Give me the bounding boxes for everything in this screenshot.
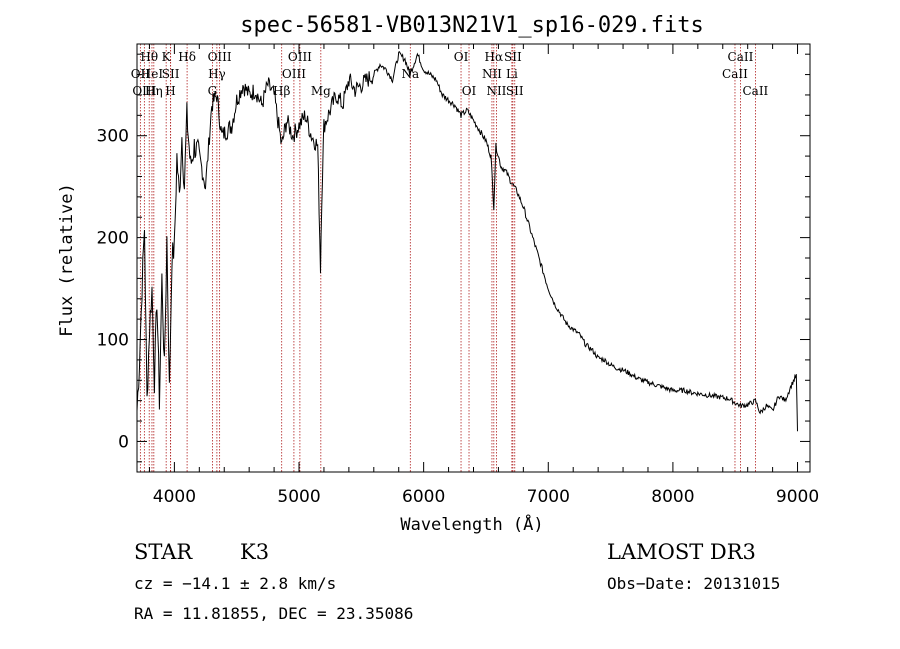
- redshift-cz: cz = −14.1 ± 2.8 km/s: [134, 574, 337, 593]
- y-tick-label: 300: [97, 127, 129, 147]
- line-label: Hθ: [140, 50, 158, 64]
- object-class: STAR: [134, 540, 193, 564]
- y-tick-label: 0: [118, 432, 129, 452]
- line-label: G: [208, 84, 218, 98]
- survey-name: LAMOST DR3: [607, 540, 756, 564]
- line-label: Hγ: [208, 67, 226, 81]
- line-label: OIII: [208, 50, 232, 64]
- y-axis-label: Flux (relative): [57, 183, 77, 337]
- x-tick-label: 4000: [153, 487, 196, 507]
- observation-date: Obs−Date: 20131015: [607, 574, 781, 593]
- chart-title: spec-56581-VB013N21V1_sp16-029.fits: [240, 13, 704, 38]
- line-label: Hδ: [178, 50, 196, 64]
- line-label: CaII: [728, 50, 754, 64]
- x-tick-label: 5000: [277, 487, 320, 507]
- plot-frame: [136, 43, 811, 473]
- line-label: Hα: [485, 50, 504, 64]
- line-label: OIII: [288, 50, 312, 64]
- spectrum-line: [136, 51, 798, 432]
- y-tick-label: 200: [97, 229, 129, 249]
- x-tick-label: 6000: [402, 487, 445, 507]
- x-tick-label: 8000: [651, 487, 694, 507]
- line-label: OIII: [282, 67, 306, 81]
- line-label: OI: [462, 84, 477, 98]
- x-tick-label: 9000: [776, 487, 819, 507]
- line-label: SII: [504, 50, 522, 64]
- line-label: Li: [506, 67, 518, 81]
- x-axis-ticks: 4000 5000 6000 7000 8000 9000: [148, 44, 819, 507]
- line-label: OII: [131, 67, 151, 81]
- y-tick-label: 100: [97, 331, 129, 351]
- line-label: Hβ: [273, 84, 290, 98]
- line-label: K: [162, 50, 172, 64]
- x-tick-label: 7000: [527, 487, 570, 507]
- line-label: NII: [486, 84, 506, 98]
- line-label: OI: [454, 50, 469, 64]
- line-label: Mg: [311, 84, 331, 98]
- line-label: H: [165, 84, 175, 98]
- ra-dec-coordinates: RA = 11.81855, DEC = 23.35086: [134, 604, 414, 623]
- line-label: SII: [506, 84, 524, 98]
- x-axis-label: Wavelength (Å): [400, 513, 543, 535]
- line-label: Hη: [145, 84, 163, 98]
- line-label: HeI: [141, 67, 164, 81]
- line-label: CaII: [722, 67, 748, 81]
- object-subclass: K3: [240, 540, 270, 564]
- line-label: CaII: [742, 84, 768, 98]
- line-markers: [139, 44, 756, 472]
- y-axis-ticks: 0 100 200 300: [97, 53, 810, 463]
- line-label: NII: [482, 67, 502, 81]
- line-label: SII: [162, 67, 180, 81]
